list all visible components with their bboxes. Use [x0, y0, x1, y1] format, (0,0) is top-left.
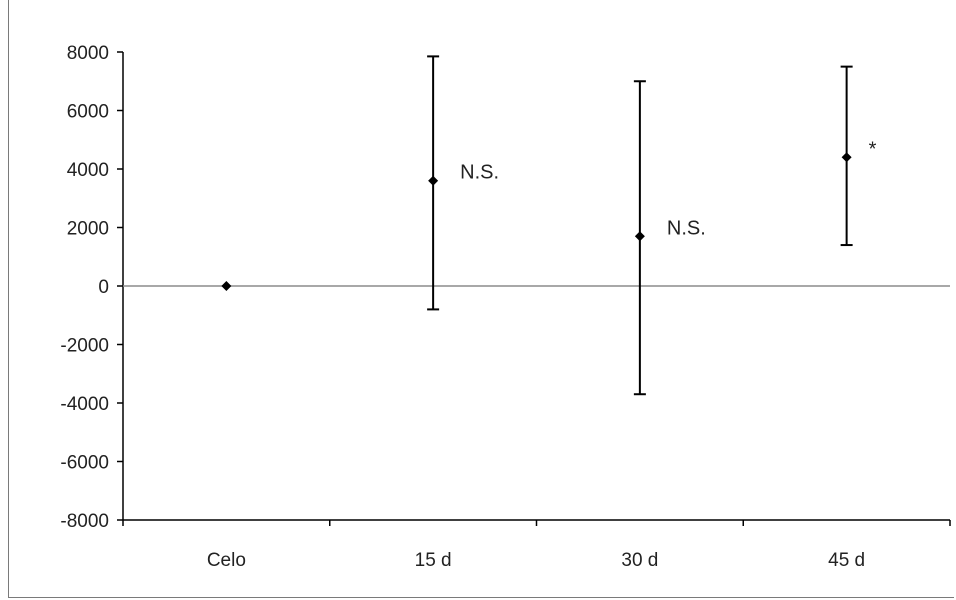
y-tick-label: -8000 — [60, 511, 109, 532]
data-point — [634, 231, 645, 242]
x-tick-label: Celo — [207, 550, 246, 571]
y-tick-label: -6000 — [60, 453, 109, 474]
x-tick-label: 15 d — [415, 550, 452, 571]
significance-label: * — [869, 138, 877, 160]
significance-label: N.S. — [667, 217, 706, 239]
y-tick-label: 4000 — [67, 160, 109, 181]
data-point — [841, 152, 852, 163]
x-tick-label: 30 d — [621, 550, 658, 571]
x-tick-label: 45 d — [828, 550, 865, 571]
significance-label: N.S. — [460, 162, 499, 184]
y-tick-label: 2000 — [67, 219, 109, 240]
data-point — [221, 281, 232, 291]
chart-frame — [8, 0, 954, 598]
y-tick-label: 0 — [98, 277, 109, 298]
y-tick-label: -4000 — [60, 394, 109, 415]
data-point — [428, 175, 439, 186]
y-tick-label: -2000 — [60, 336, 109, 357]
y-tick-label: 6000 — [67, 102, 109, 123]
y-tick-label: 8000 — [67, 43, 109, 64]
